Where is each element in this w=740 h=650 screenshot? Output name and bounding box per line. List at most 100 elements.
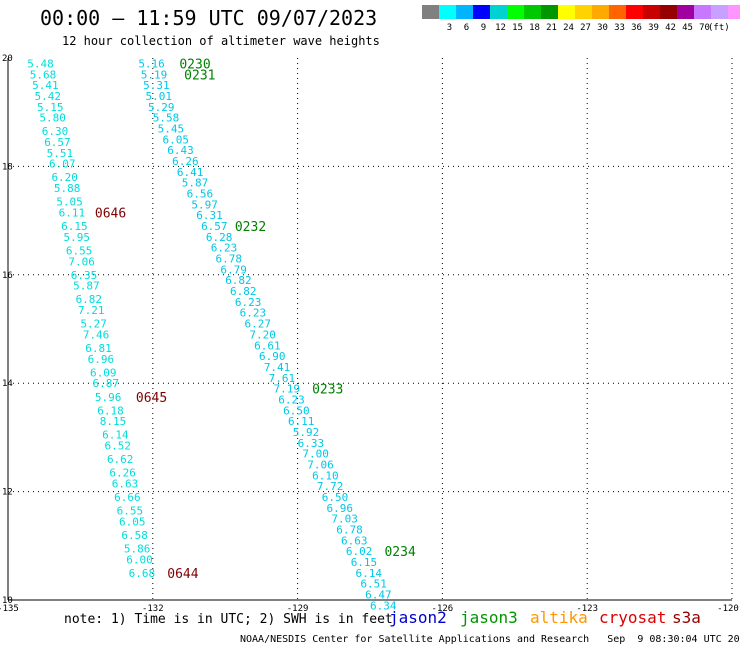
colorbar-label: 30 [597,23,608,33]
wave-height-value: 6.68 [129,567,156,580]
colorbar-swatch [507,5,524,19]
wave-height-value: 6.23 [240,307,267,320]
wave-height-value: 5.58 [153,112,180,125]
wave-height-value: 6.82 [225,274,252,287]
wave-height-value: 6.43 [167,144,194,157]
wave-height-value: 5.19 [141,68,168,81]
wave-height-value: 6.55 [117,505,144,518]
track-time-label: 0232 [235,220,266,235]
wave-height-value: 6.78 [216,253,243,266]
wave-height-value: 6.23 [235,296,262,309]
wave-height-value: 6.09 [90,366,117,379]
wave-height-value: 7.00 [302,448,329,461]
wave-height-value: 5.97 [191,198,218,211]
wave-height-value: 6.52 [105,440,131,453]
wave-height-value: 5.41 [32,79,59,92]
wave-height-value: 5.68 [30,68,57,81]
wave-height-value: 6.00 [126,553,152,566]
wave-height-value: 7.61 [269,372,296,385]
wave-height-value: 6.90 [259,350,286,363]
wave-height-value: 5.87 [182,177,209,190]
wave-height-value: 6.33 [298,437,325,450]
colorbar-label: 15 [512,23,523,33]
wave-height-value: 6.31 [196,209,223,222]
wave-height-value: 6.15 [61,220,88,233]
colorbar-swatch [592,5,609,19]
credit-line: NOAA/NESDIS Center for Satellite Applica… [240,634,740,645]
wave-height-value: 6.05 [119,515,146,528]
colorbar-label: 21 [546,23,557,33]
colorbar-label: 27 [580,23,591,33]
colorbar-swatch [422,5,439,19]
wave-height-value: 6.82 [230,285,257,298]
legend-item-s3a: s3a [672,608,701,627]
page-subtitle: 12 hour collection of altimeter wave hei… [62,34,380,48]
wave-height-value: 5.16 [138,57,165,70]
wave-height-value: 5.51 [47,147,74,160]
wave-height-value: 5.80 [39,112,66,125]
wave-height-value: 5.95 [64,231,91,244]
wave-height-value: 6.18 [97,404,124,417]
colorbar-label: 3 [446,23,453,33]
wave-height-value: 8.15 [100,415,127,428]
wave-height-value: 7.06 [307,459,334,472]
colorbar-swatch [728,5,740,19]
colorbar-label: 24 [563,23,574,33]
colorbar-label: 12 [495,23,506,33]
track-time-label: 0646 [95,206,126,221]
wave-height-value: 6.56 [187,188,214,201]
wave-height-value: 5.15 [37,101,64,114]
y-tick-label: 18 [2,162,13,172]
legend-item-cryosat: cryosat [599,608,667,627]
x-tick-label: -120 [717,604,739,614]
colorbar-swatch [575,5,592,19]
wave-height-value: 6.20 [51,171,78,184]
wave-height-value: 5.96 [95,391,122,404]
colorbar-swatch [643,5,660,19]
wave-height-value: 6.41 [177,166,204,179]
wave-height-value: 6.30 [42,125,69,138]
wave-height-value: 6.55 [66,244,93,257]
colorbar-label: 18 [529,23,540,33]
wave-height-value: 6.58 [121,529,148,542]
legend-item-altika: altika [530,608,588,627]
wave-height-value: 6.47 [365,589,392,602]
wave-height-value: 6.11 [59,206,86,219]
wave-height-value: 6.78 [336,524,363,537]
wave-height-value: 7.46 [83,328,110,341]
colorbar-swatch [711,5,728,19]
track-time-label: 0644 [167,567,198,582]
colorbar-label: 42 [665,23,676,33]
y-tick-label: 10 [2,596,13,606]
wave-height-value: 5.42 [35,90,62,103]
colorbar-swatch [439,5,456,19]
x-tick-label: -129 [287,604,309,614]
colorbar-swatch [541,5,558,19]
wave-height-value: 6.87 [92,377,119,390]
y-tick-label: 16 [2,271,13,281]
x-tick-label: -132 [142,604,164,614]
wave-height-value: 5.01 [146,90,173,103]
wave-height-value: 6.50 [283,404,310,417]
wave-height-value: 6.66 [114,491,141,504]
wave-height-value: 6.50 [322,491,349,504]
y-tick-label: 14 [2,379,13,389]
colorbar-label: 39 [648,23,659,33]
track-time-label: 0234 [384,545,415,560]
track-time-label: 0231 [184,68,215,83]
wave-height-value: 5.86 [124,543,151,556]
legend-item-jason3: jason3 [460,608,518,627]
wave-height-value: 5.05 [56,196,82,209]
wave-height-value: 6.15 [351,556,378,569]
wave-height-value: 7.21 [78,304,105,317]
wave-height-value: 5.27 [80,318,107,331]
x-tick-label: -123 [576,604,598,614]
wave-height-value: 6.51 [360,578,387,591]
wave-height-value: 6.57 [44,136,70,149]
wave-height-value: 5.45 [158,122,185,135]
colorbar-label: 45 [682,23,693,33]
legend-item-jason2: jason2 [389,608,447,627]
colorbar-swatch [524,5,541,19]
wave-height-value: 6.82 [76,293,103,306]
wave-height-value: 5.31 [143,79,170,92]
